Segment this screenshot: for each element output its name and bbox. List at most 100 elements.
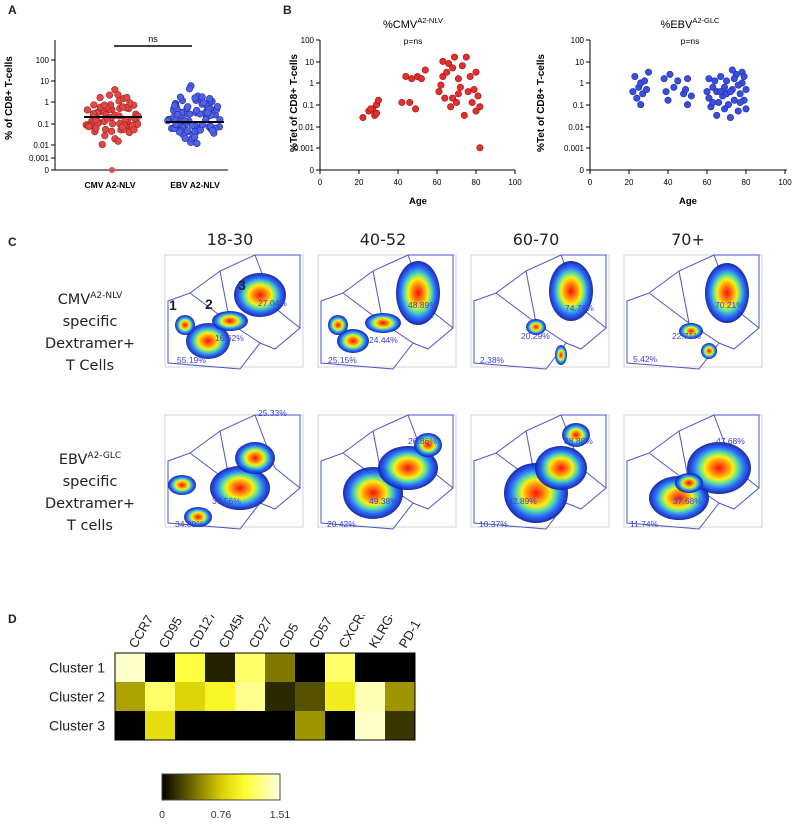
data-point [109,167,115,173]
heatmap-cell [205,653,235,682]
data-point [191,94,199,102]
data-point [200,99,208,107]
xtick: 100 [508,178,522,187]
panel-a-ytick: 0 [45,166,50,175]
data-point [713,111,721,119]
data-point [724,101,732,109]
heatmap-cell [115,653,145,682]
data-point [398,98,406,106]
xtick: 20 [625,178,634,187]
ytick: 0.001 [564,144,585,153]
cluster-3-percent: 26.86% [408,436,437,446]
ytick: 0.01 [298,123,314,132]
heatmap-cell [295,682,325,711]
panel-a-ytick: 0.01 [33,141,49,150]
data-point [213,102,222,111]
heatmap-cell [325,653,355,682]
cluster-3-percent: 38.88% [564,436,593,446]
data-point [684,75,692,83]
data-point [730,75,738,83]
panel-a-ytick: 100 [36,56,50,65]
density-cluster [328,315,348,335]
data-point [703,88,711,96]
row-label-ebv: EBVA2-GLC specific Dextramer+ T cells [44,451,136,534]
cluster-2-percent: 42.89% [508,496,537,506]
data-point [742,85,750,93]
data-point [441,94,449,102]
data-point [639,90,647,98]
data-point [186,110,194,118]
data-point [171,102,179,110]
cluster-2-percent: 22.71% [672,331,701,341]
data-point [402,73,410,81]
data-point [740,73,748,81]
heatmap-column-label: CD57 [306,615,336,651]
data-point [730,96,738,104]
xtick: 0 [588,178,593,187]
density-cluster [186,323,230,359]
cluster-1-percent: 25.15% [328,355,357,365]
data-point [462,53,470,61]
heatmap-cell [265,711,295,740]
heatmap-column-label: PD-1 [396,617,424,650]
heatmap-cell [385,682,415,711]
heatmap-column-label: CXCR3 [336,615,371,651]
panel-label-c: C [8,235,17,249]
cluster-3-percent: 70.21% [715,300,744,310]
data-point [126,99,134,107]
data-point [449,94,457,102]
data-point [476,103,484,111]
heatmap-row-label: Cluster 1 [49,660,105,676]
density-cluster [555,345,567,365]
panel-a-ylabel: % of CD8+ T-cells [4,56,15,140]
data-point [660,75,668,83]
data-point [204,109,212,117]
data-point [734,81,742,89]
cluster-1-percent: 20.42% [327,519,356,529]
heatmap-cell [355,653,385,682]
b2-pvalue: p=ns [681,36,700,46]
data-point [183,127,192,135]
age-group-40-52: 40-52 [359,230,407,249]
data-point [466,73,474,81]
xtick: 20 [355,178,364,187]
heatmap-cell [265,653,295,682]
density-cluster [687,442,751,494]
data-point [472,107,480,115]
b1-title-sup: A2-NLV [417,16,443,25]
b2-title-sup: A2-GLC [692,16,720,25]
density-cluster [414,433,442,457]
density-cluster [526,319,546,335]
panel-a-ytick: 10 [40,77,49,86]
heatmap-cell [115,682,145,711]
ytick: 0.01 [568,123,584,132]
data-point [206,94,214,103]
data-point [406,98,414,106]
panel-b-cmv-age-plot: %CMVA2-NLV p=ns %Tet of CD8+ T-cells 100… [289,16,522,207]
panel-a-scatter: % of CD8+ T-cells 100 10 1 0.1 0.01 0.001 0 ns… [4,34,228,190]
panel-label-d: D [8,612,17,626]
ytick: 0 [580,166,585,175]
data-point [464,88,472,96]
colorbar-mid-label: 0.76 [211,809,232,821]
data-point [193,139,201,148]
data-point [101,132,109,140]
cluster-3-percent: 48.89% [408,300,437,310]
xtick: 40 [664,178,673,187]
ytick: 1 [580,79,585,88]
data-point [100,101,109,109]
heatmap-cell [175,653,205,682]
data-point [105,91,114,99]
colorbar-gradient [161,773,281,801]
heatmap-colorbar: 0 0.76 1.51 [159,773,290,821]
panel-label-b: B [283,3,292,17]
cluster-1-percent: 55.19% [177,355,206,365]
density-cluster [365,313,401,333]
data-point [118,123,126,131]
b2-xlabel: Age [679,196,697,207]
data-point [185,85,194,93]
data-point [670,83,678,91]
data-point [85,123,93,131]
cluster-2-percent: 37.68% [673,496,702,506]
data-point [456,83,464,91]
